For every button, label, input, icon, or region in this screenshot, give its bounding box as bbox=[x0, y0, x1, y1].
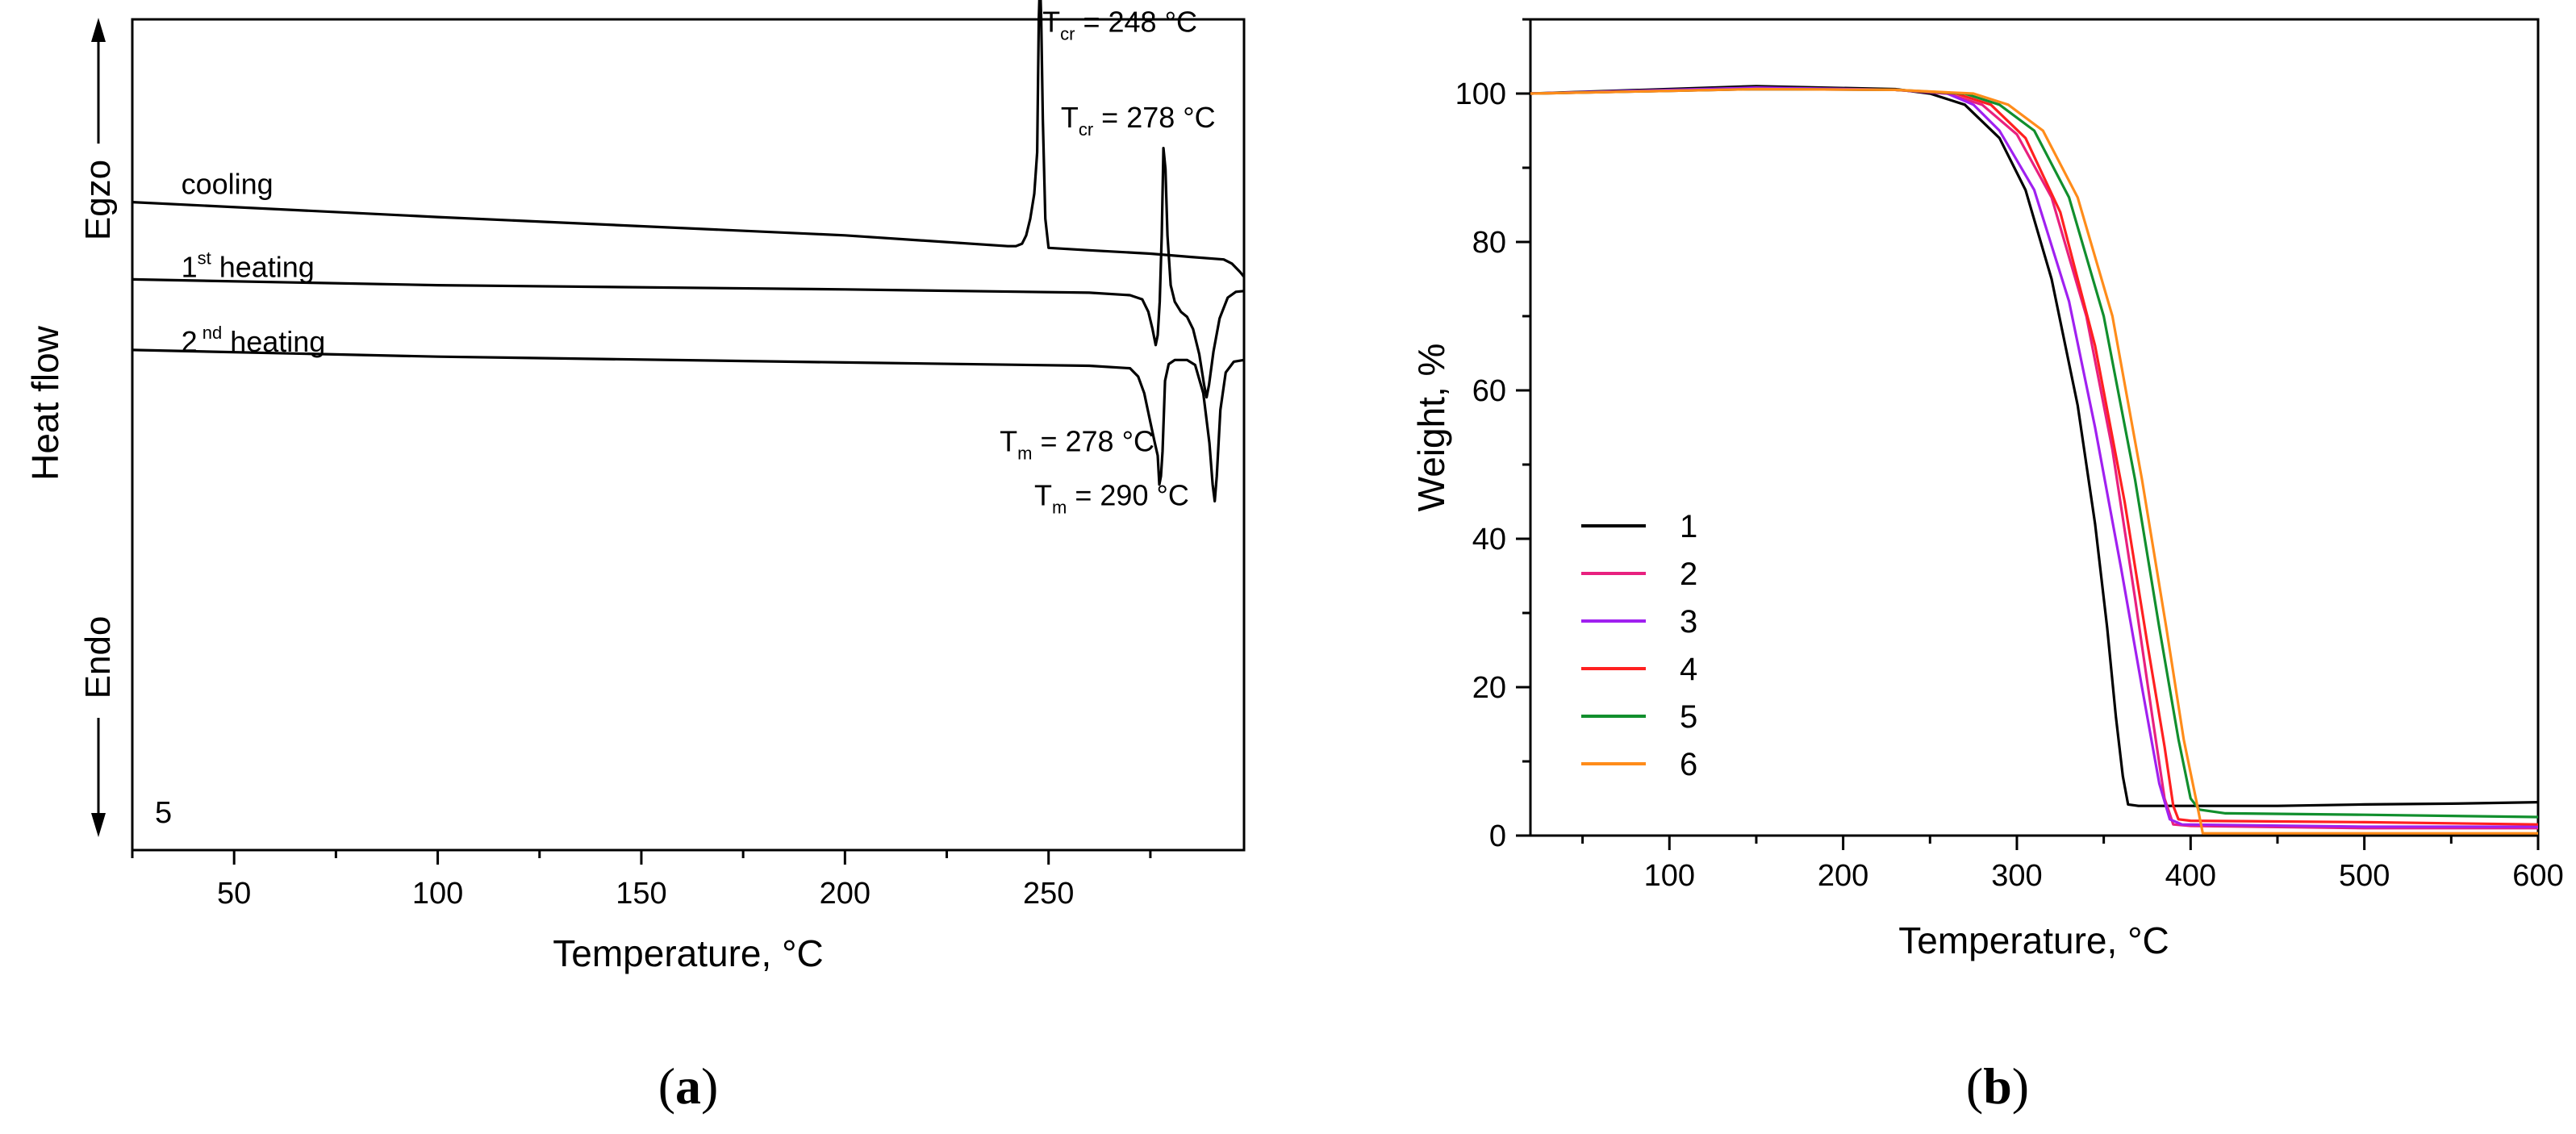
dsc-series-line-2 bbox=[132, 147, 1245, 399]
y-tick-label: 20 bbox=[1472, 671, 1506, 705]
dsc-series-line-3 bbox=[132, 348, 1245, 502]
x-tick-label: 150 bbox=[616, 877, 666, 911]
y-tick-label: 0 bbox=[1489, 819, 1506, 853]
y-tick-label: 100 bbox=[1455, 77, 1506, 111]
panel-a-y-axis: Egzo Heat flow Endo bbox=[24, 18, 118, 837]
panel-a-y-axis-label: Heat flow bbox=[24, 325, 66, 481]
x-tick-label: 600 bbox=[2512, 859, 2563, 893]
peak-annotation: Tcr = 278 °C bbox=[1061, 101, 1216, 140]
panel-b-plot-frame bbox=[1529, 18, 2540, 837]
x-tick-label: 100 bbox=[412, 877, 463, 911]
series-label: cooling bbox=[182, 167, 273, 200]
panel-a-series bbox=[132, 0, 1246, 502]
panel-b-y-axis-label: Weight, % bbox=[1410, 344, 1452, 512]
x-tick-label: 250 bbox=[1023, 877, 1074, 911]
y-tick-label: 60 bbox=[1472, 374, 1506, 408]
legend-label: 1 bbox=[1680, 509, 1697, 544]
panel-a-plot-frame bbox=[131, 18, 1246, 852]
tga-series-line-6 bbox=[1530, 87, 2538, 835]
x-tick-label: 100 bbox=[1644, 859, 1695, 893]
series-label: 2 nd heating bbox=[182, 323, 326, 358]
panel-b-series bbox=[1530, 85, 2539, 835]
peak-annotation: Tcr = 248 °C bbox=[1042, 5, 1197, 44]
panel-b-tga-chart: 100 200 300 400 500 600 0 20 40 60 80 100 1 2 3 4 5 6 Te… bbox=[1410, 18, 2564, 1115]
down-arrow-icon bbox=[91, 813, 106, 837]
peak-annotation: Tm = 290 °C bbox=[1034, 479, 1189, 518]
x-tick-label: 200 bbox=[1818, 859, 1868, 893]
panel-a-sample-label: 5 bbox=[155, 796, 172, 830]
legend-label: 3 bbox=[1680, 604, 1697, 640]
legend-label: 2 bbox=[1680, 557, 1697, 592]
legend-label: 6 bbox=[1680, 747, 1697, 782]
panel-b-letter: (b) bbox=[1966, 1057, 2029, 1115]
panel-b-axis-ticks: 100 200 300 400 500 600 0 20 40 60 80 100 bbox=[1455, 18, 2564, 893]
x-tick-label: 200 bbox=[820, 877, 870, 911]
panel-a-series-labels: cooling 1st heating 2 nd heating bbox=[182, 167, 326, 358]
panel-a-x-axis-label: Temperature, °C bbox=[553, 932, 823, 974]
x-tick-label: 50 bbox=[217, 877, 251, 911]
panel-a-annotations: Tcr = 248 °C Tcr = 278 °C Tm = 278 °C Tm = … bbox=[1000, 5, 1216, 517]
egzo-label: Egzo bbox=[78, 160, 118, 240]
endo-label: Endo bbox=[78, 616, 118, 699]
y-tick-label: 40 bbox=[1472, 523, 1506, 557]
x-tick-label: 500 bbox=[2339, 859, 2390, 893]
panel-b-legend: 1 2 3 4 5 6 bbox=[1581, 509, 1697, 782]
panel-a-x-ticks: 50 100 150 200 250 bbox=[131, 850, 1152, 911]
series-label: 1st heating bbox=[182, 248, 315, 283]
dsc-series-line-1 bbox=[132, 0, 1246, 278]
x-tick-label: 400 bbox=[2165, 859, 2216, 893]
panel-b-x-axis-label: Temperature, °C bbox=[1898, 919, 2169, 961]
peak-annotation: Tm = 278 °C bbox=[1000, 425, 1154, 464]
x-tick-label: 300 bbox=[1991, 859, 2042, 893]
y-tick-label: 80 bbox=[1472, 226, 1506, 260]
legend-label: 4 bbox=[1680, 652, 1697, 687]
up-arrow-icon bbox=[91, 18, 106, 42]
panel-a-letter: (a) bbox=[658, 1057, 719, 1115]
legend-label: 5 bbox=[1680, 699, 1697, 735]
panel-a-dsc-chart: 50 100 150 200 250 cooling 1st heating 2 nd he… bbox=[24, 0, 1246, 1115]
